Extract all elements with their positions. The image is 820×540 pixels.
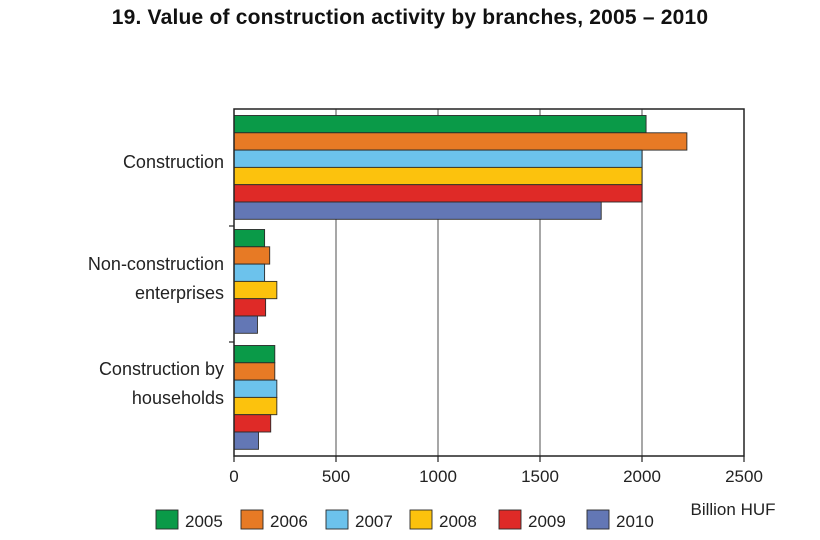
bar-2006 xyxy=(233,246,271,265)
category-label: enterprises xyxy=(135,283,224,303)
legend: 2005 2006 2007 2008 2009 2010 xyxy=(155,509,654,531)
legend-label-2009: 2009 xyxy=(528,512,566,531)
bar-2009 xyxy=(233,184,643,203)
legend-label-2006: 2006 xyxy=(270,512,308,531)
bar-2006 xyxy=(233,362,276,381)
bar-2009 xyxy=(233,414,272,433)
bar-2008 xyxy=(233,396,278,416)
x-tick-label: 1000 xyxy=(419,467,457,486)
legend-swatch-2008 xyxy=(409,509,433,530)
bar-2007 xyxy=(233,149,643,168)
x-axis-label: Billion HUF xyxy=(690,500,775,519)
category-label: Construction by xyxy=(99,359,224,379)
bar-2008 xyxy=(233,280,278,300)
bar-2010 xyxy=(233,431,259,450)
legend-swatch-2006 xyxy=(240,509,264,530)
bar-2007 xyxy=(233,379,278,398)
x-tick-label: 500 xyxy=(322,467,350,486)
bar-2008 xyxy=(233,166,643,186)
bar-2005 xyxy=(233,229,266,248)
legend-label-2010: 2010 xyxy=(616,512,654,531)
x-tick-label: 1500 xyxy=(521,467,559,486)
x-tick-label: 2500 xyxy=(725,467,763,486)
chart-title: 19. Value of construction activity by br… xyxy=(111,6,709,29)
category-label: Non-construction xyxy=(88,254,224,274)
category-label: households xyxy=(132,388,224,408)
bar-2005 xyxy=(233,115,647,134)
x-tick-label: 0 xyxy=(229,467,238,486)
bar-2006 xyxy=(233,132,688,151)
bar-2010 xyxy=(233,315,258,334)
legend-swatch-2010 xyxy=(586,509,610,530)
y-axis: Construction Non-construction enterprises C… xyxy=(88,152,234,408)
bar-2007 xyxy=(233,263,266,282)
legend-swatch-2005 xyxy=(155,509,179,530)
legend-label-2008: 2008 xyxy=(439,512,477,531)
bar-2009 xyxy=(233,298,267,317)
bars xyxy=(233,115,688,450)
legend-label-2005: 2005 xyxy=(185,512,223,531)
bar-2010 xyxy=(233,201,602,220)
legend-label-2007: 2007 xyxy=(355,512,393,531)
x-tick-label: 2000 xyxy=(623,467,661,486)
x-axis: 0 500 1000 1500 2000 2500 xyxy=(229,456,763,486)
category-label: Construction xyxy=(123,152,224,172)
legend-swatch-2009 xyxy=(498,509,522,530)
bar-2005 xyxy=(233,345,276,364)
plot-frame xyxy=(233,108,745,457)
legend-swatch-2007 xyxy=(325,509,349,530)
